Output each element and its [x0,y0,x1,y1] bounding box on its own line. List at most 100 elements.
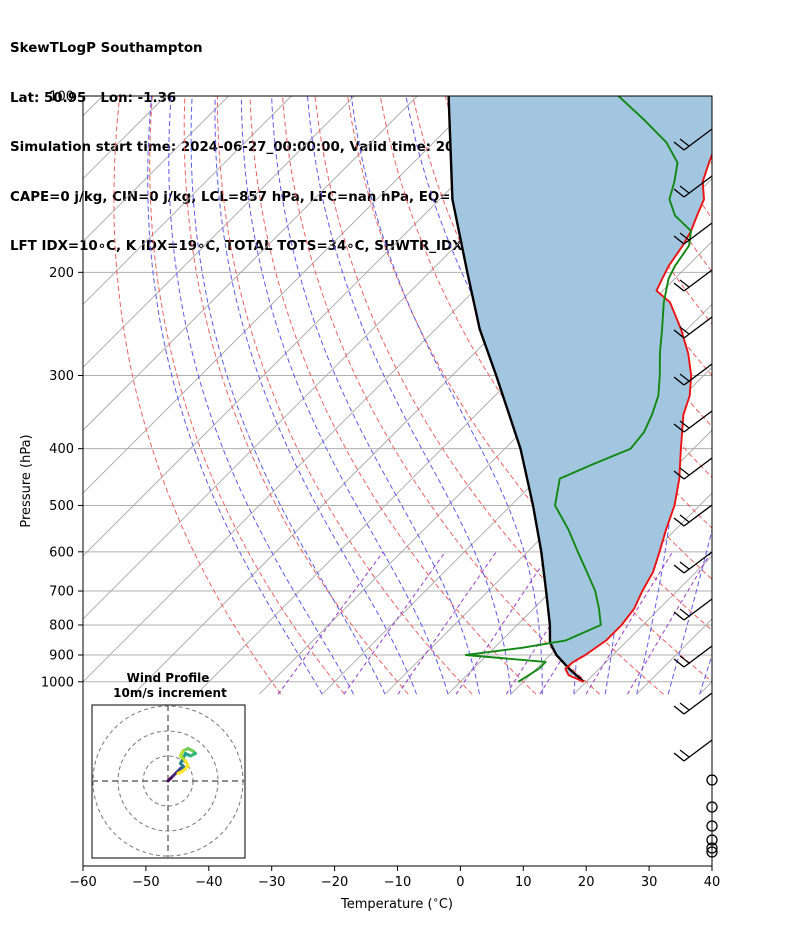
x-axis-label: Temperature (∘C) [340,895,453,912]
wind-barb-staff [683,504,713,527]
wind-barb-flag [679,326,690,335]
moist-adiabat-line [307,96,512,695]
wind-barb [673,692,713,715]
wind-barb [673,222,713,245]
y-tick-label: 900 [49,648,74,663]
dry-adiabat-line [113,96,282,695]
wind-barb-staff [683,410,713,433]
wind-barb-flag [673,470,685,480]
mixing-ratio-line [455,551,552,695]
dry-adiabat-line [314,96,664,695]
wind-barb [673,175,713,198]
isotherm-line [83,96,544,557]
wind-barb-flag [673,329,685,339]
mixing-ratio-line [277,551,384,695]
wind-barb [673,457,713,480]
dry-adiabat-line [347,96,712,683]
wind-barb [673,410,713,433]
parcel-profile-line [447,96,585,683]
isotherm-line [762,96,794,694]
y-tick-label: 500 [49,499,74,514]
wind-barb-flag [679,514,690,523]
wind-barb-staff [683,645,713,668]
skewed-isotherms [0,96,794,695]
temperature-profile-line [564,152,712,683]
y-tick-label: 800 [49,619,74,634]
wind-barb [673,598,713,621]
isotherm-line [699,681,712,695]
wind-barb-flag [673,376,685,386]
wind-barb-flag [673,705,685,715]
wind-barb [673,363,713,386]
x-tick-label: 40 [704,875,721,890]
wind-barb-flag [673,564,685,574]
y-axis-ticks: 100 200 300 400 500 600 700 800 900 1000 [41,90,83,690]
x-tick-label: 20 [578,875,595,890]
moist-adiabat-line [667,96,712,695]
isotherm-line [0,96,40,694]
wind-barb-flag [673,517,685,527]
wind-barb-staff [683,551,713,574]
x-tick-label: −60 [69,875,96,890]
hodograph-title: Wind Profile [127,671,210,685]
dry-adiabat-line [249,96,537,695]
wind-barb-staff [683,316,713,339]
sounding-profiles [447,96,712,683]
hodograph-subtitle: 10m/s increment [113,686,227,700]
x-axis-ticks: −60 −50 −40 −30 −20 −10 0 10 20 30 40 [69,866,720,890]
x-tick-label: 30 [641,875,658,890]
wind-barb-flag [679,749,690,758]
x-tick-label: −20 [321,875,348,890]
dry-adiabat-line [738,96,794,694]
x-tick-label: −50 [132,875,159,890]
isotherm-line [83,96,418,431]
wind-barb [673,269,713,292]
dry-adiabat-line [705,96,712,108]
y-tick-label: 600 [49,545,74,560]
wind-barb-flag [679,561,690,570]
wind-barb-flag [679,467,690,476]
wind-barb-flag [673,752,685,762]
wind-barb-flag [679,185,690,194]
hodograph-rings [92,705,245,858]
isotherm-line [83,96,229,243]
dry-adiabat-line [771,96,794,694]
wind-barb-staff [683,692,713,715]
y-tick-label: 1000 [41,675,74,690]
shaded-area [448,96,712,676]
mixing-ratio-line [627,551,712,695]
y-tick-label: 400 [49,442,74,457]
dry-adiabat-line [216,96,473,695]
moist-adiabat-line [240,96,449,695]
x-tick-label: −10 [384,875,411,890]
x-tick-label: 0 [456,875,464,890]
wind-barb-flag [679,655,690,664]
isotherm-line [573,555,712,695]
moist-adiabat-line [699,653,712,695]
isotherm-line [83,96,355,368]
wind-barb-flag [679,279,690,288]
dry-adiabat-line [149,96,345,695]
wind-barb-flag [673,282,685,292]
x-tick-label: 10 [515,875,532,890]
wind-barb [673,316,713,339]
y-axis-label: Pressure (hPa) [19,434,34,527]
wind-barb-staff [683,739,713,762]
wind-barb-flag [673,235,685,245]
wind-barb-flag [673,658,685,668]
moist-adiabat-line [168,96,355,695]
wind-barb [673,645,713,668]
wind-barb [673,551,713,574]
title-line-station: SkewTLogP Southampton [10,41,203,56]
wind-barb-staff [683,222,713,245]
moist-adiabat-line [214,96,417,695]
wind-barb-staff [683,175,713,198]
isotherm-line [83,96,481,494]
wind-barb-flag [673,423,685,433]
wind-barb-flag [673,188,685,198]
moist-adiabat-line [190,96,386,695]
isotherm-line [83,96,292,306]
y-tick-label: 200 [49,266,74,281]
y-tick-label: 300 [49,369,74,384]
